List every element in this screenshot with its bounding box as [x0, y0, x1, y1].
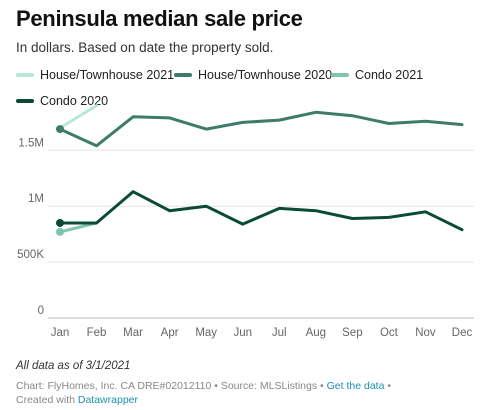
- series-line-0: [58, 104, 98, 130]
- x-tick-label: Apr: [161, 327, 179, 339]
- credits-created-with: Created with: [16, 394, 78, 406]
- x-tick-label: Jan: [51, 327, 70, 339]
- x-tick-label: Jul: [272, 327, 287, 339]
- legend-item-house-2021: House/Townhouse 2021: [16, 68, 174, 82]
- x-tick-label: Jun: [233, 327, 252, 339]
- x-tick-label: Feb: [87, 327, 107, 339]
- gridlines: [48, 149, 474, 319]
- legend-swatch-condo-2020: [16, 99, 34, 103]
- x-tick-label: Oct: [380, 327, 399, 339]
- series-start-point-2: [56, 227, 64, 236]
- legend-label-house-2020: House/Townhouse 2020: [198, 68, 333, 82]
- get-the-data-link[interactable]: Get the data: [326, 380, 385, 392]
- series-start-point-3: [56, 218, 64, 227]
- series-line-3: [58, 190, 464, 232]
- legend-item-condo-2021: Condo 2021: [331, 68, 423, 82]
- legend-swatch-house-2021: [16, 73, 34, 77]
- legend-label-house-2021: House/Townhouse 2021: [40, 68, 175, 82]
- x-axis-tick-labels: Jan Feb Mar Apr May Jun Jul Aug Sep Oct Nov Dec: [51, 327, 473, 339]
- chart-credits: Chart: FlyHomes, Inc. CA DRE#02012110 • …: [16, 379, 391, 407]
- legend-label-condo-2020: Condo 2020: [40, 94, 109, 108]
- y-tick-label: 500K: [17, 249, 44, 261]
- x-tick-label: Dec: [452, 327, 473, 339]
- data-as-of-note: All data as of 3/1/2021: [16, 360, 131, 372]
- chart-subtitle: In dollars. Based on date the property s…: [16, 40, 274, 55]
- x-tick-label: May: [195, 327, 217, 339]
- y-axis-tick-labels: 0 500K 1M 1.5M: [17, 137, 44, 317]
- x-tick-label: Aug: [306, 327, 326, 339]
- datawrapper-link[interactable]: Datawrapper: [77, 394, 138, 406]
- credits-separator: •: [384, 380, 392, 392]
- chart-title: Peninsula median sale price: [16, 6, 303, 31]
- y-tick-label: 1.5M: [18, 137, 44, 149]
- series-lines: [56, 104, 464, 236]
- legend-label-condo-2021: Condo 2021: [355, 68, 424, 82]
- x-tick-label: Sep: [342, 327, 362, 339]
- x-tick-label: Nov: [415, 327, 436, 339]
- series-start-point-1: [56, 125, 64, 134]
- y-tick-label: 1M: [28, 193, 44, 205]
- credits-source-text: Chart: FlyHomes, Inc. CA DRE#02012110 • …: [16, 380, 327, 392]
- legend-swatch-condo-2021: [331, 73, 349, 77]
- legend-item-condo-2020: Condo 2020: [16, 94, 108, 108]
- series-line-1: [58, 110, 464, 148]
- legend-swatch-house-2020: [174, 73, 192, 77]
- legend-item-house-2020: House/Townhouse 2020: [174, 68, 332, 82]
- x-tick-label: Mar: [123, 327, 143, 339]
- y-tick-label: 0: [38, 305, 44, 317]
